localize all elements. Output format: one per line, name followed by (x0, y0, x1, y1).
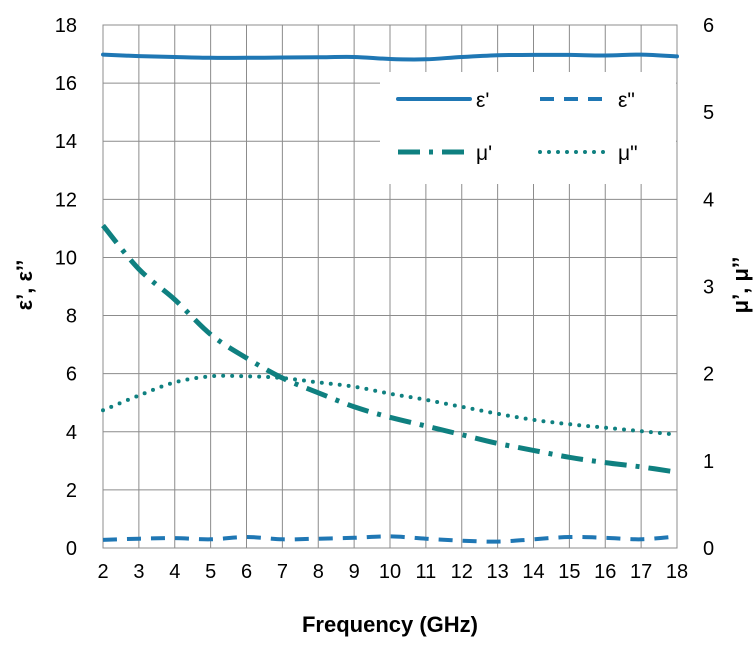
left-y-tick-label: 10 (55, 247, 77, 269)
x-tick-labels: 2 3 4 5 6 7 8 9 10 11 12 13 14 15 16 17 18 (97, 561, 688, 583)
left-y-tick-label: 8 (66, 306, 77, 328)
legend-label: μ" (618, 142, 638, 165)
x-tick-label: 6 (241, 561, 252, 583)
left-y-tick-label: 0 (66, 538, 77, 560)
right-y-tick-label: 1 (703, 451, 714, 473)
right-y-tick-label: 4 (703, 189, 714, 211)
x-tick-label: 15 (558, 561, 580, 583)
left-y-axis-title: ε’, ε’’ (12, 260, 37, 311)
right-y-tick-label: 0 (703, 538, 714, 560)
series-mu-real-line (101, 223, 678, 475)
legend-item-mu-imag: μ" (538, 142, 638, 165)
x-tick-label: 4 (169, 561, 180, 583)
left-y-tick-label: 16 (55, 73, 77, 95)
left-y-tick-label: 2 (66, 480, 77, 502)
x-tick-label: 17 (630, 561, 652, 583)
x-tick-label: 11 (415, 561, 436, 583)
legend: ε' ε" μ' μ" (380, 72, 676, 184)
x-tick-label: 9 (349, 561, 360, 583)
right-y-tick-label: 6 (703, 15, 714, 37)
x-tick-label: 3 (133, 561, 144, 583)
right-y-tick-label: 5 (703, 102, 714, 124)
legend-label: ε' (476, 89, 489, 112)
right-y-tick-label: 3 (703, 277, 714, 299)
series-eps-imag-line (102, 534, 678, 544)
left-y-tick-label: 4 (66, 422, 77, 444)
series-mu-imag-line (101, 373, 679, 437)
left-y-tick-labels: 0 2 4 6 8 10 12 14 16 18 (55, 15, 77, 560)
x-axis-title: Frequency (GHz) (302, 612, 478, 637)
left-y-tick-label: 12 (55, 189, 77, 211)
x-tick-label: 5 (205, 561, 216, 583)
x-tick-label: 10 (379, 561, 401, 583)
right-y-tick-labels: 0 1 2 3 4 5 6 (703, 15, 714, 560)
left-y-tick-label: 14 (55, 131, 77, 153)
left-y-tick-label: 18 (55, 15, 77, 37)
x-tick-label: 7 (277, 561, 288, 583)
x-tick-label: 16 (594, 561, 616, 583)
legend-item-mu-real: μ' (398, 142, 492, 165)
x-tick-label: 18 (666, 561, 688, 583)
x-tick-label: 8 (313, 561, 324, 583)
legend-item-eps-imag: ε" (540, 89, 635, 112)
series-eps-real-line (101, 52, 679, 62)
x-tick-label: 14 (522, 561, 544, 583)
x-tick-label: 2 (97, 561, 108, 583)
legend-label: ε" (618, 89, 635, 112)
legend-item-eps-real: ε' (396, 89, 489, 112)
left-y-tick-label: 6 (66, 364, 77, 386)
legend-box (380, 72, 676, 184)
x-tick-label: 12 (451, 561, 473, 583)
x-tick-label: 13 (487, 561, 509, 583)
right-y-tick-label: 2 (703, 364, 714, 386)
right-y-axis-title: μ’, μ’’ (728, 257, 753, 314)
series-group (101, 52, 679, 544)
legend-label: μ' (476, 142, 492, 165)
